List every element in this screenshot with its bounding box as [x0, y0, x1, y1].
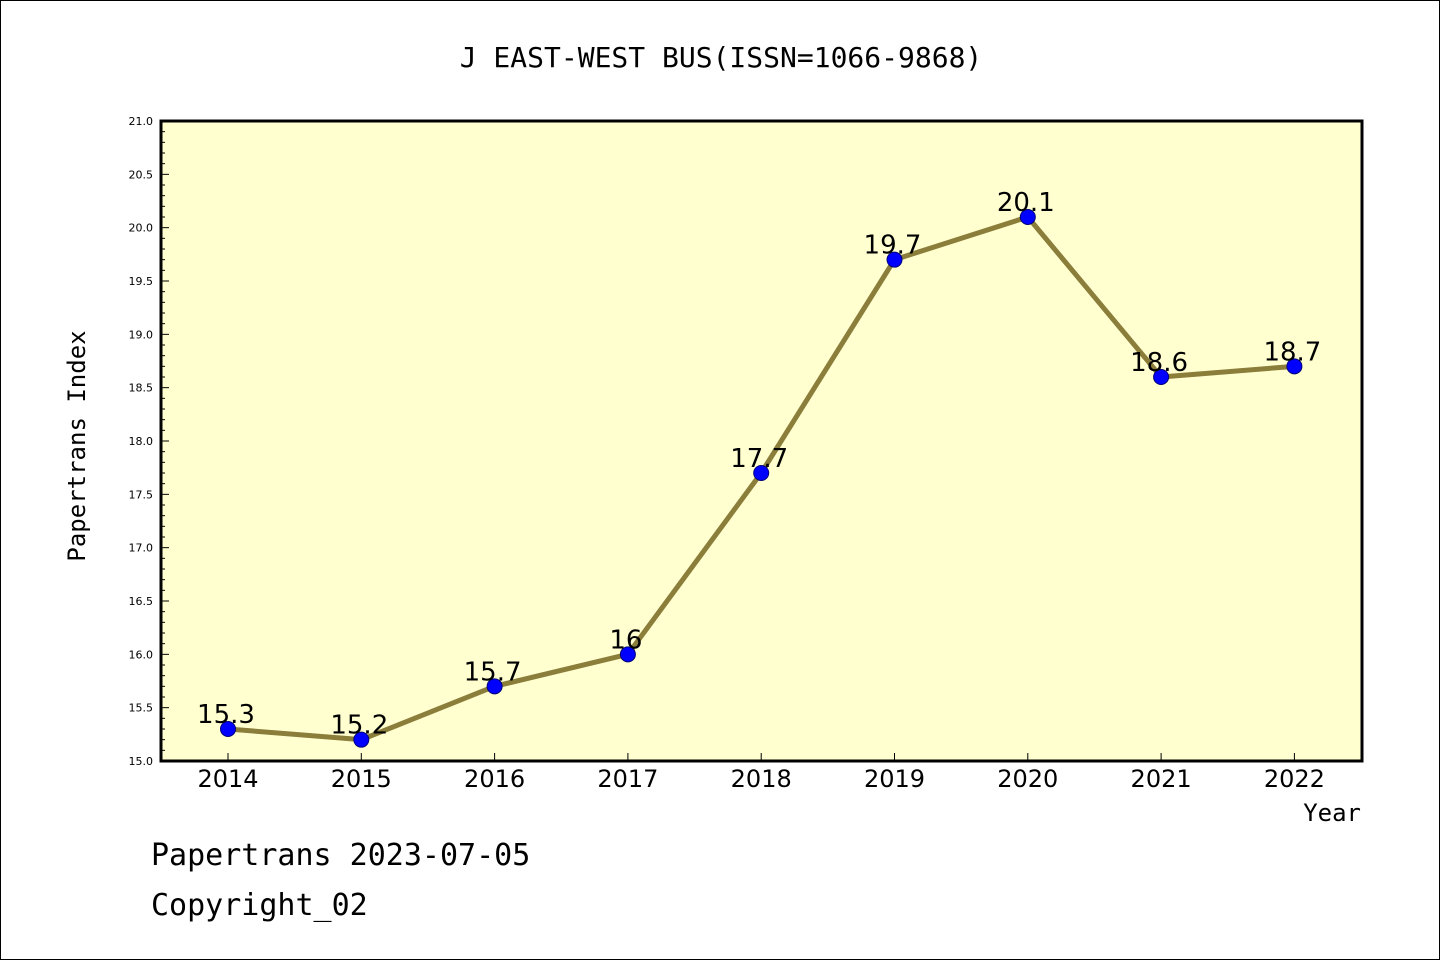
data-point: [1019, 209, 1036, 225]
x-tick-label: 2021: [1131, 765, 1192, 793]
x-tick-label: 2018: [731, 765, 792, 793]
data-point: [486, 678, 503, 695]
data-label: 18.6: [1130, 348, 1188, 378]
series-markers-group: [220, 209, 1303, 748]
y-tick-label: 21.0: [129, 115, 154, 128]
data-label: 19.7: [864, 231, 922, 261]
y-tick-label: 18.0: [129, 435, 154, 448]
y-tick-label: 16.0: [129, 648, 154, 661]
data-label: 17.7: [730, 444, 788, 474]
x-tick-label: 2016: [464, 765, 525, 793]
x-tick-label: 2019: [864, 765, 925, 793]
data-point: [619, 646, 636, 663]
y-tick-label: 18.5: [129, 382, 154, 395]
y-axis-label: Papertrans Index: [63, 330, 91, 561]
data-point: [1286, 358, 1303, 375]
data-label: 15.3: [197, 700, 255, 730]
footer-copyright: Copyright_02: [151, 888, 368, 923]
y-tick-label: 20.0: [129, 222, 154, 235]
plot-area: [159, 119, 1364, 763]
y-tick-label: 15.5: [129, 702, 154, 715]
data-label: 15.2: [330, 711, 388, 741]
y-tick-label: 17.5: [129, 488, 154, 501]
data-point: [1153, 369, 1170, 385]
y-tick-label: 19.0: [129, 328, 154, 341]
footer-credit: Papertrans 2023-07-05: [151, 838, 530, 873]
x-axis-label: Year: [1303, 799, 1361, 827]
y-tick-label: 19.5: [129, 275, 154, 288]
data-label: 15.7: [464, 657, 522, 687]
data-labels-group: 15.3 15.2 15.7 16 17.7 19.7 20.1 18.6 18.7: [197, 188, 1321, 741]
data-point: [886, 251, 903, 268]
y-tick-label: 17.0: [129, 542, 154, 555]
y-tick-label: 20.5: [129, 168, 154, 181]
y-axis-ticks: 15.0 15.5 16.0 16.5 17.0 17.5 18.0 18.5 19.0 19.5…: [129, 115, 169, 768]
data-label: 16: [609, 625, 642, 655]
data-point: [220, 721, 236, 737]
x-axis-ticks: 2014 2015 2016 2017 2018 2019 2020 2021 2022: [197, 753, 1325, 793]
y-tick-label: 15.0: [129, 755, 154, 768]
x-tick-label: 2020: [997, 765, 1058, 793]
data-point: [753, 465, 770, 481]
x-tick-label: 2022: [1264, 765, 1325, 793]
y-tick-label: 16.5: [129, 595, 154, 608]
chart-title: J EAST-WEST BUS(ISSN=1066-9868): [460, 41, 983, 74]
x-tick-label: 2015: [331, 765, 392, 793]
data-point: [353, 731, 370, 748]
x-tick-label: 2014: [197, 765, 258, 793]
x-tick-label: 2017: [597, 765, 658, 793]
data-label: 18.7: [1263, 337, 1321, 367]
data-label: 20.1: [997, 188, 1055, 218]
